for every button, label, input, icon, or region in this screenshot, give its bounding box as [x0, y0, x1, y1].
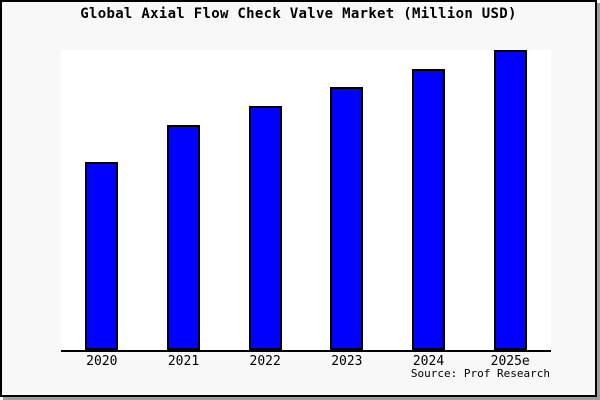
x-tick-label-2025e: 2025e: [490, 354, 530, 369]
bar-2024: [411, 69, 445, 350]
x-tick-label-2022: 2022: [249, 354, 281, 369]
x-axis-labels: 2020 2021 2022 2023 2024 2025e: [61, 354, 551, 369]
x-axis-line: [61, 350, 551, 352]
x-tick-label-2024: 2024: [412, 354, 445, 369]
x-tick-label-2023: 2023: [331, 354, 363, 369]
chart-title: Global Axial Flow Check Valve Market (Mi…: [80, 6, 517, 22]
bars-row: [61, 50, 551, 350]
bar-2025e: [493, 50, 527, 350]
x-tick-label-2020: 2020: [86, 354, 118, 369]
x-tick-label-2021: 2021: [167, 354, 200, 369]
bar-2020: [85, 162, 119, 350]
source-note: Source: Prof Research: [410, 367, 550, 380]
bar-2021: [166, 125, 200, 350]
bar-2023: [330, 87, 364, 350]
plot-area: [61, 50, 551, 350]
bar-2022: [248, 106, 282, 350]
